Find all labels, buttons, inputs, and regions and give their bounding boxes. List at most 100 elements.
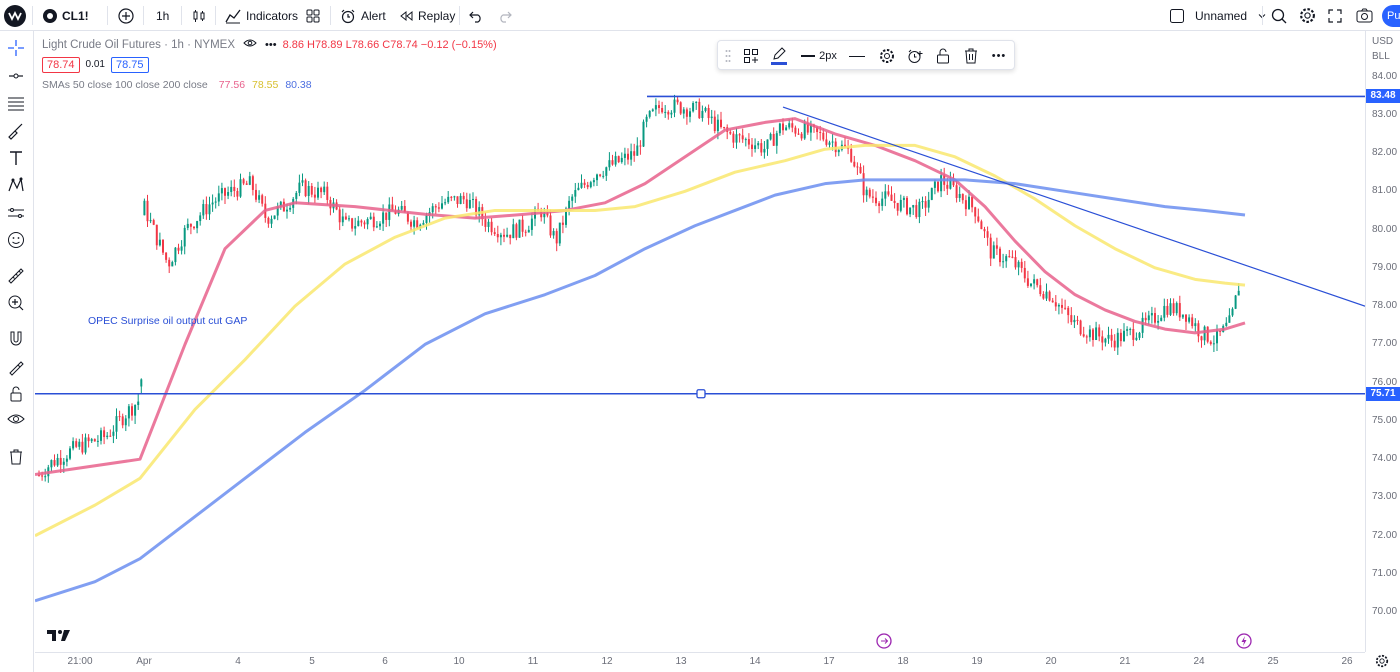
symbol-search-button[interactable]: CL1!	[43, 0, 89, 31]
candle-body	[450, 196, 453, 198]
emoji-icon[interactable]	[5, 229, 27, 251]
candle-body	[196, 221, 199, 229]
candle-body	[453, 196, 456, 198]
candle-body	[1033, 279, 1036, 284]
candle-body	[1119, 332, 1122, 342]
candle-body	[41, 475, 44, 477]
candle-body	[881, 198, 884, 206]
fullscreen-icon[interactable]	[1328, 0, 1342, 31]
price-tick: 80.00	[1372, 223, 1398, 235]
unlock-icon[interactable]	[932, 45, 954, 67]
drag-handle-icon[interactable]	[722, 45, 734, 67]
candle-body	[1197, 323, 1200, 337]
profile-avatar[interactable]: Pu	[1382, 0, 1400, 31]
chart-pane[interactable]	[35, 31, 1365, 652]
currency-label[interactable]: USD	[1372, 36, 1394, 47]
candle-body	[1030, 283, 1032, 286]
gear-icon[interactable]	[1375, 654, 1389, 672]
candle-body	[744, 139, 747, 141]
candle-body	[716, 119, 719, 132]
candle-body	[484, 219, 487, 227]
trash-icon[interactable]	[960, 45, 982, 67]
prediction-icon[interactable]	[5, 202, 27, 224]
price-tick: 76.00	[1372, 376, 1398, 388]
gear-icon[interactable]	[1299, 0, 1316, 31]
candle-body	[955, 185, 958, 198]
search-icon[interactable]	[1271, 0, 1287, 31]
tradingview-watermark-icon[interactable]	[47, 628, 71, 647]
candle-body	[1101, 336, 1104, 343]
indicators-button[interactable]: Indicators	[225, 0, 298, 31]
lock-drawing-icon[interactable]	[5, 356, 27, 378]
candle-body	[1020, 261, 1023, 268]
unit-label[interactable]: BLL	[1372, 51, 1390, 62]
pattern-icon[interactable]	[5, 174, 27, 196]
line-style-icon[interactable]	[846, 45, 868, 67]
candle-body	[986, 231, 989, 238]
layout-grid-icon[interactable]	[306, 0, 320, 31]
candle-body	[295, 192, 298, 199]
undo-icon[interactable]	[469, 0, 483, 31]
time-tick: 11	[527, 656, 539, 667]
redo-icon[interactable]	[498, 0, 512, 31]
dividend-event-icon[interactable]	[876, 633, 892, 654]
price-line-label[interactable]: 75.71	[1366, 386, 1400, 401]
interval-button[interactable]: 1h	[156, 0, 169, 31]
candle-body	[1082, 334, 1085, 337]
settings-icon[interactable]	[876, 45, 898, 67]
annotation-text[interactable]: OPEC Surprise oil output cut GAP	[88, 315, 248, 327]
trend-line	[782, 106, 1365, 307]
more-icon[interactable]: •••	[991, 50, 1007, 62]
candle-body	[853, 161, 856, 167]
candle-body	[723, 127, 726, 129]
candle-body	[1067, 307, 1070, 316]
plus-circle-icon[interactable]	[118, 0, 134, 31]
candle-body	[118, 416, 121, 418]
candle-body	[158, 239, 161, 246]
brush-icon[interactable]	[5, 120, 27, 142]
ask-price[interactable]: 78.75	[111, 57, 149, 73]
price-line-label[interactable]: 83.48	[1366, 89, 1400, 104]
eye-icon[interactable]	[243, 38, 257, 52]
text-icon[interactable]	[5, 147, 27, 169]
candle-body	[344, 216, 347, 220]
tradingview-logo-icon[interactable]	[4, 0, 26, 31]
time-tick: 6	[382, 656, 388, 667]
price-tick: 75.00	[1372, 414, 1398, 426]
candle-body	[741, 135, 744, 140]
layout-name-button[interactable]: Unnamed	[1169, 0, 1267, 31]
candle-body	[251, 176, 254, 190]
pen-color-icon[interactable]	[768, 45, 790, 67]
replay-button[interactable]: Replay	[399, 0, 455, 31]
legend-title[interactable]: Light Crude Oil Futures · 1h · NYMEX	[42, 39, 236, 51]
trash-icon[interactable]	[5, 446, 27, 468]
lightning-event-icon[interactable]	[1236, 633, 1252, 654]
candle-body	[704, 108, 707, 111]
candle-body	[379, 223, 381, 227]
bid-price[interactable]: 78.74	[42, 57, 80, 73]
crosshair-icon[interactable]	[5, 37, 27, 59]
price-axis[interactable]: USD BLL 84.00 83.00 82.00 81.00 80.00 79.00 78…	[1365, 31, 1400, 652]
price-chart[interactable]	[35, 31, 1365, 652]
candle-body	[698, 101, 701, 119]
sma-label[interactable]: SMAs 50 close 100 close 200 close	[42, 79, 208, 91]
candle-body	[431, 206, 434, 213]
camera-icon[interactable]	[1356, 0, 1373, 31]
time-axis[interactable]: 21:00 Apr 4 5 6 10 11 12 13 14 17 18 19 20 21 24 25 26	[35, 652, 1365, 672]
candle-body	[1026, 278, 1029, 286]
candle-body	[326, 186, 329, 200]
eye-icon[interactable]	[5, 408, 27, 430]
candles-icon[interactable]	[191, 0, 207, 31]
alert-button[interactable]: Alert	[340, 0, 386, 31]
more-icon[interactable]: •••	[265, 39, 277, 51]
trend-line-icon[interactable]	[5, 65, 27, 87]
fib-icon[interactable]	[5, 92, 27, 114]
template-icon[interactable]	[740, 45, 762, 67]
ruler-icon[interactable]	[5, 265, 27, 287]
candle-body	[146, 200, 149, 222]
line-width-button[interactable]: 2px	[798, 45, 840, 67]
zoom-in-icon[interactable]	[5, 292, 27, 314]
magnet-icon[interactable]	[5, 328, 27, 350]
alert-add-icon[interactable]	[904, 45, 926, 67]
lock-icon[interactable]	[5, 383, 27, 405]
